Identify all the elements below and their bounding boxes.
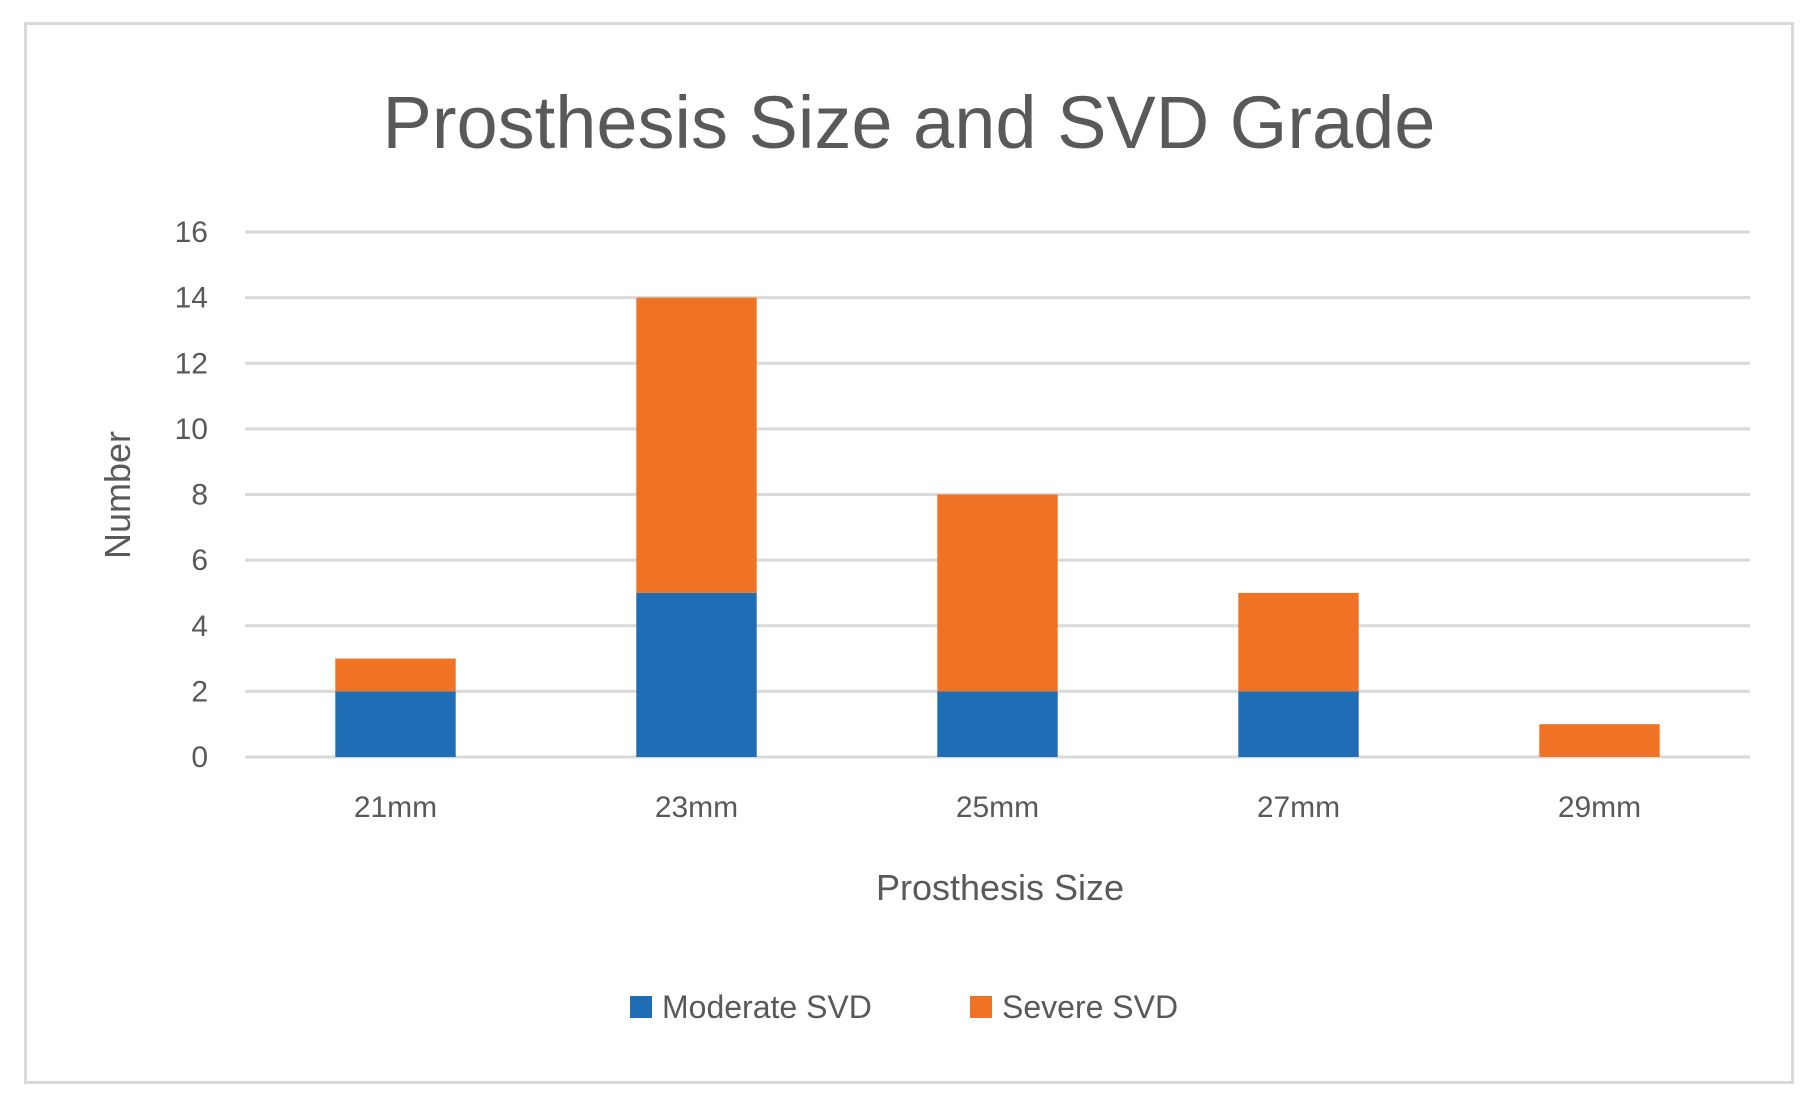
legend-label: Moderate SVD xyxy=(662,989,872,1025)
x-tick-label: 21mm xyxy=(354,791,437,824)
y-axis-ticks: 0 2 4 6 8 10 12 14 16 xyxy=(175,216,208,774)
y-tick-label: 12 xyxy=(175,347,208,380)
bars xyxy=(335,297,1660,757)
x-tick-label: 27mm xyxy=(1257,791,1340,824)
x-axis-ticks: 21mm 23mm 25mm 27mm 29mm xyxy=(354,791,1641,824)
bar-severe-svd-23mm xyxy=(636,297,757,593)
bar-severe-svd-25mm xyxy=(937,494,1058,692)
bar-moderate-svd-27mm xyxy=(1238,691,1359,757)
y-tick-label: 6 xyxy=(191,544,208,577)
bar-moderate-svd-23mm xyxy=(636,592,757,757)
x-tick-label: 25mm xyxy=(956,791,1039,824)
bar-moderate-svd-25mm xyxy=(937,691,1058,757)
y-tick-label: 8 xyxy=(191,479,208,512)
y-axis-title: Number xyxy=(97,431,138,559)
legend: Moderate SVD Severe SVD xyxy=(630,989,1178,1025)
x-tick-label: 23mm xyxy=(655,791,738,824)
bar-severe-svd-29mm xyxy=(1539,724,1660,757)
chart-frame xyxy=(24,22,1794,1084)
y-tick-label: 16 xyxy=(175,216,208,249)
y-tick-label: 2 xyxy=(191,675,208,708)
bar-severe-svd-21mm xyxy=(335,658,456,692)
gridlines xyxy=(245,230,1750,759)
bar-severe-svd-27mm xyxy=(1238,592,1359,692)
bar-moderate-svd-21mm xyxy=(335,691,456,757)
chart-title: Prosthesis Size and SVD Grade xyxy=(383,81,1436,164)
x-axis-title: Prosthesis Size xyxy=(876,867,1124,908)
legend-label: Severe SVD xyxy=(1002,989,1178,1025)
legend-swatch xyxy=(630,996,652,1018)
legend-swatch xyxy=(970,996,992,1018)
x-tick-label: 29mm xyxy=(1558,791,1641,824)
y-tick-label: 0 xyxy=(191,741,208,774)
y-tick-label: 4 xyxy=(191,610,208,643)
y-tick-label: 14 xyxy=(175,282,208,315)
y-tick-label: 10 xyxy=(175,413,208,446)
